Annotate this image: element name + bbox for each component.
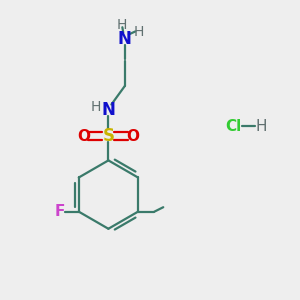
Text: H: H xyxy=(91,100,101,115)
Text: O: O xyxy=(126,128,139,143)
Text: N: N xyxy=(118,29,132,47)
Text: O: O xyxy=(77,128,91,143)
Text: F: F xyxy=(54,204,65,219)
Text: Cl: Cl xyxy=(225,119,241,134)
Text: S: S xyxy=(102,127,114,145)
Text: H: H xyxy=(256,119,267,134)
Text: H: H xyxy=(117,18,127,32)
Text: H: H xyxy=(134,25,144,39)
Text: N: N xyxy=(101,101,115,119)
